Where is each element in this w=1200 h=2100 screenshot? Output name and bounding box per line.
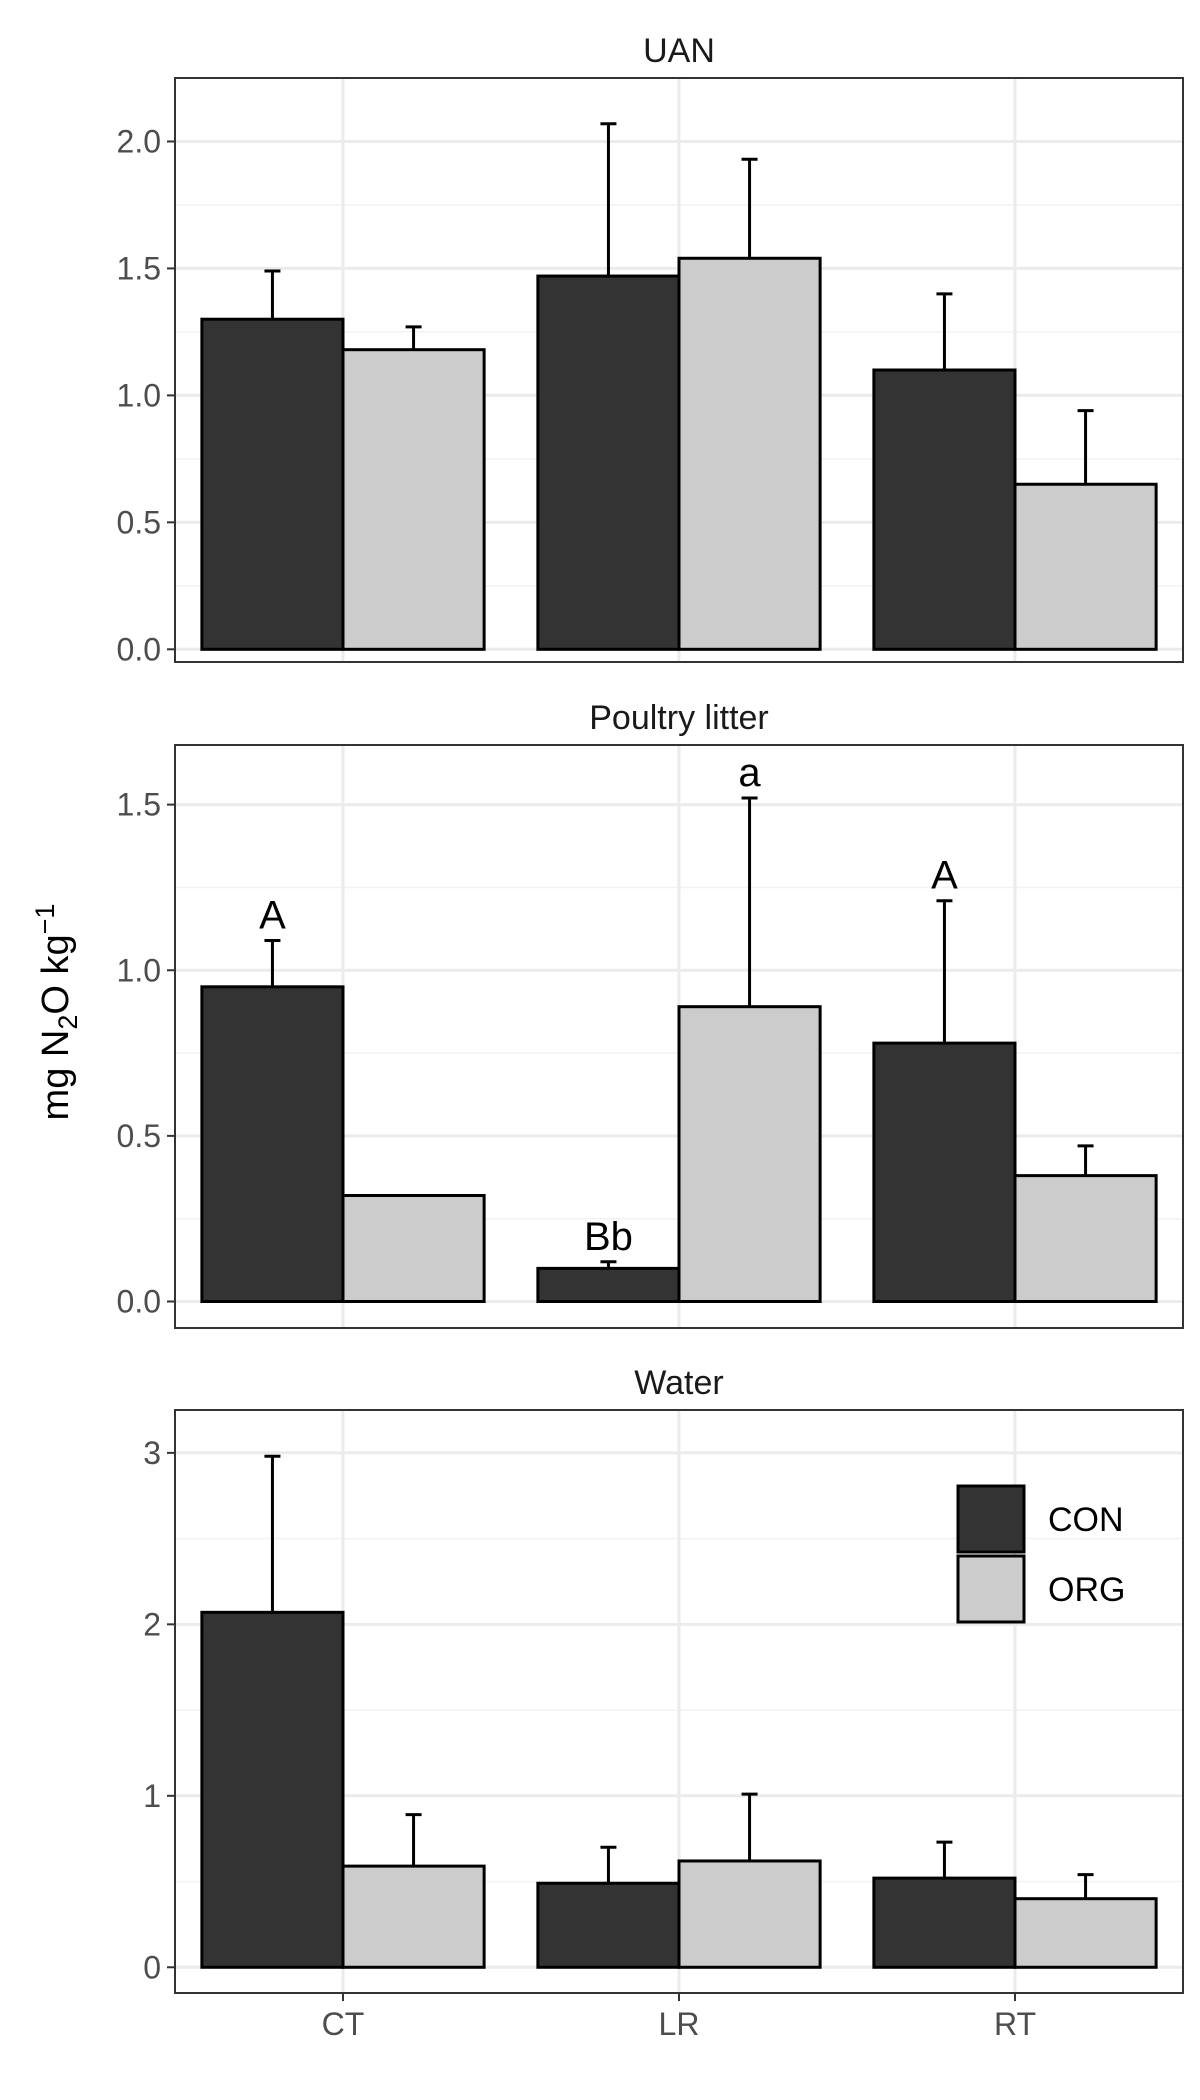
bar-org-ct [341,1864,486,1969]
panel-1: UAN 0.0 0.5 1.0 1.5 2.0 [117,32,1184,667]
legend-key-con [956,1484,1026,1554]
y-axis-label-sub: 2 [53,1015,83,1030]
legend-label-con: CON [1048,1501,1124,1539]
significance-label: A [259,893,286,937]
bar-org-lr [677,1005,822,1303]
x-tick-label: RT [994,2006,1036,2042]
y-tick-label: 0.5 [117,504,161,540]
significance-label: a [738,751,761,795]
bar-con-lr [536,1881,681,1969]
panel-title: Poultry litter [589,699,769,737]
legend: CON ORG [956,1484,1125,1624]
y-tick-label: 2.0 [117,123,161,159]
y-tick-label: 0.5 [117,1118,161,1154]
y-tick-label: 1.0 [117,377,161,413]
y-axis-label-sup: −1 [30,904,60,935]
bar-con-lr [536,1266,681,1303]
bar-org-ct [341,1194,486,1303]
x-tick-label: CT [322,2006,365,2042]
panel-border [174,744,1184,1329]
bar-org-ct [341,348,486,651]
significance-label: A [931,854,958,898]
y-tick-label: 0 [143,1949,161,1985]
x-tick-label: LR [659,2006,700,2042]
y-tick-label: 0.0 [117,631,161,667]
bar-con-ct [200,985,345,1303]
y-tick-label: 2 [143,1606,161,1642]
significance-label: Bb [584,1215,633,1259]
y-tick-label: 1.5 [117,250,161,286]
bar-con-ct [200,317,345,651]
y-axis-label: mg N2O kg−1 [30,904,83,1121]
bar-con-rt [872,1876,1017,1969]
y-tick-label: 3 [143,1435,161,1471]
bar-con-lr [536,274,681,651]
legend-label-org: ORG [1048,1571,1125,1609]
y-tick-label: 1.0 [117,952,161,988]
panel-title: UAN [643,32,715,70]
bar-org-lr [677,256,822,651]
panel-border [174,77,1184,663]
bar-con-rt [872,1041,1017,1303]
panel-2: Poultry litter 0.0 0.5 1.0 1.5 A Bb Aa [117,699,1184,1329]
legend-key-org [956,1554,1026,1624]
y-tick-label: 0.0 [117,1284,161,1320]
bar-org-rt [1013,1897,1158,1969]
bar-org-rt [1013,482,1158,651]
panel-title: Water [634,1364,723,1402]
y-tick-label: 1.5 [117,787,161,823]
y-axis-label-prefix: mg N [35,1030,77,1121]
bar-org-rt [1013,1174,1158,1303]
bar-org-lr [677,1859,822,1969]
bar-con-rt [872,368,1017,651]
panel-3: Water 0 1 2 3 CT LR RT CON ORG [143,1364,1184,2042]
bar-con-ct [200,1610,345,1969]
y-tick-label: 1 [143,1778,161,1814]
y-axis-label-mid: O kg [35,934,77,1014]
